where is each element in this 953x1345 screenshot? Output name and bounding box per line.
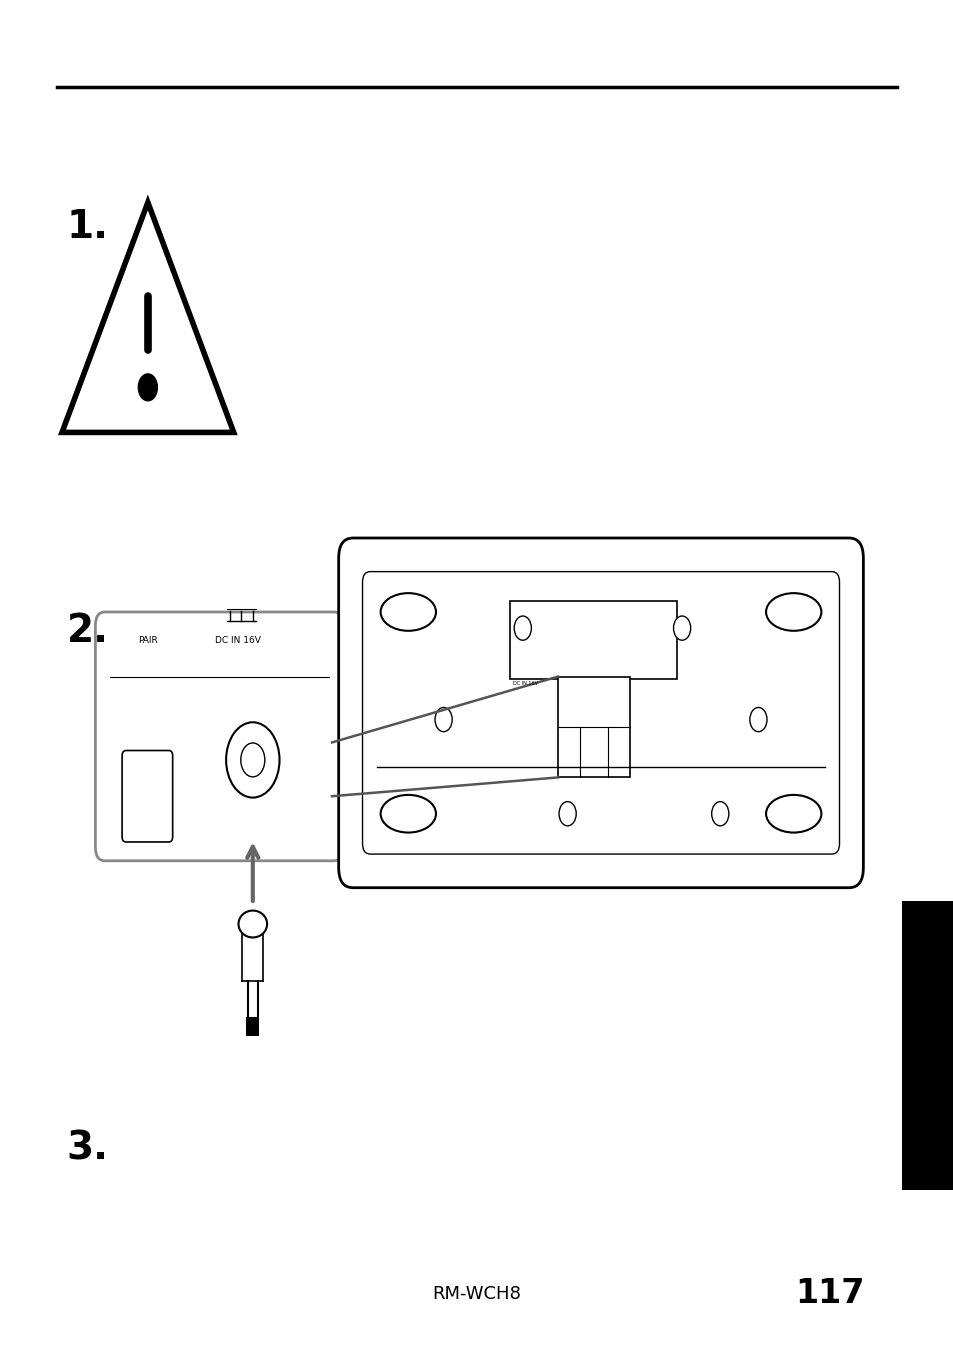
Circle shape (749, 707, 766, 732)
FancyBboxPatch shape (338, 538, 862, 888)
Text: 1.: 1. (67, 208, 109, 246)
Circle shape (435, 707, 452, 732)
Text: RM-WCH8: RM-WCH8 (432, 1284, 521, 1303)
Circle shape (240, 742, 265, 777)
Text: DC IN 16V: DC IN 16V (513, 681, 537, 686)
Text: PAIR: PAIR (138, 636, 158, 646)
Ellipse shape (380, 593, 436, 631)
Circle shape (711, 802, 728, 826)
Circle shape (514, 616, 531, 640)
Text: 3.: 3. (67, 1130, 109, 1167)
Text: 117: 117 (795, 1278, 863, 1310)
FancyBboxPatch shape (362, 572, 839, 854)
Ellipse shape (765, 795, 821, 833)
Bar (246, 1017, 259, 1036)
Circle shape (226, 722, 279, 798)
Bar (558, 677, 629, 777)
Polygon shape (70, 218, 226, 422)
FancyBboxPatch shape (95, 612, 343, 861)
Text: DC IN 16V: DC IN 16V (214, 636, 260, 646)
Circle shape (558, 802, 576, 826)
Circle shape (673, 616, 690, 640)
Circle shape (138, 374, 157, 401)
Text: 2.: 2. (67, 612, 109, 650)
FancyBboxPatch shape (122, 751, 172, 842)
Bar (901, 901, 953, 1190)
Ellipse shape (380, 795, 436, 833)
Bar (510, 601, 677, 679)
Ellipse shape (238, 911, 267, 937)
Ellipse shape (765, 593, 821, 631)
